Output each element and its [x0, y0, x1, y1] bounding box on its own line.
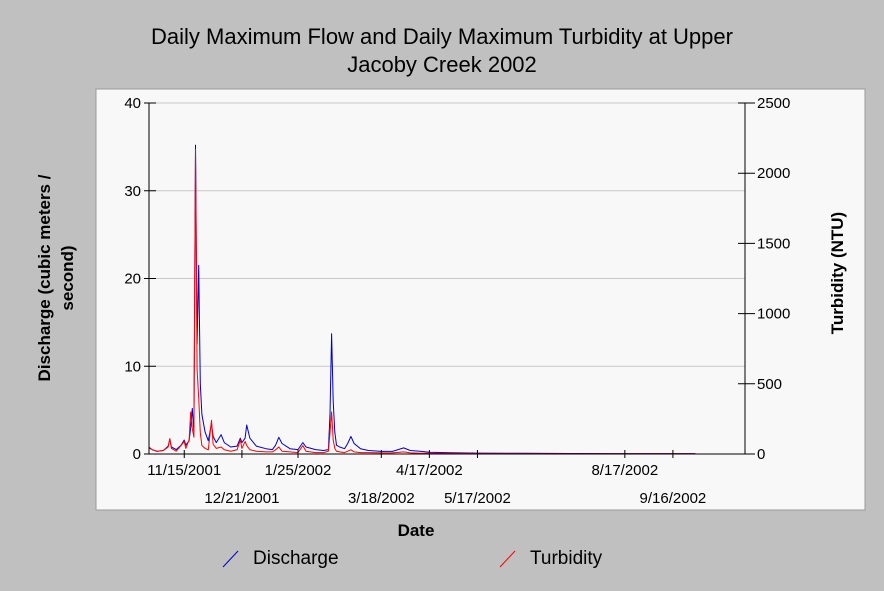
y-axis-left-title-line-1: Discharge (cubic meters /: [35, 174, 54, 381]
y-right-tick-label: 500: [757, 376, 782, 393]
chart-title-line-1: Daily Maximum Flow and Daily Maximum Tur…: [151, 24, 733, 49]
plot-panel: [95, 88, 866, 511]
legend: Discharge Turbidity: [222, 548, 603, 569]
legend-turbidity-swatch: [499, 550, 516, 568]
x-tick-label: 3/18/2002: [348, 490, 415, 507]
y-right-tick-label: 2000: [757, 165, 790, 182]
x-tick-label: 12/21/2001: [204, 490, 279, 507]
y-axis-right-title: Turbidity (NTU): [828, 212, 847, 334]
legend-discharge-label: Discharge: [253, 548, 339, 569]
series-discharge-line: [148, 144, 696, 455]
x-tick-label: 11/15/2001: [147, 462, 221, 479]
x-tick-label: 5/17/2002: [444, 490, 511, 507]
x-tick-label: 4/17/2002: [396, 462, 463, 479]
y-right-tick-label: 2500: [757, 95, 790, 112]
y-axis-left-title-line-2: second): [58, 245, 77, 310]
x-tick-label: 8/17/2002: [591, 462, 658, 479]
y-left-tick-label: 0: [133, 446, 141, 463]
legend-turbidity-label: Turbidity: [530, 548, 603, 569]
y-right-tick-label: 1500: [757, 235, 790, 252]
y-left-tick-label: 20: [124, 271, 141, 288]
y-left-tick-label: 10: [124, 358, 141, 375]
y-left-tick-label: 40: [124, 95, 141, 112]
y-right-tick-label: 1000: [757, 306, 790, 323]
y-left-tick-label: 30: [124, 183, 141, 200]
x-axis-title: Date: [398, 521, 435, 540]
axis-ticks: 0 10 20 30 40 0 500 1000 1500 2000 2500 11/15/2001 1…: [124, 95, 790, 507]
legend-discharge-swatch: [222, 550, 239, 568]
x-tick-label: 1/25/2002: [265, 462, 332, 479]
x-tick-label: 9/16/2002: [640, 490, 707, 507]
series-lines: [148, 144, 696, 455]
chart-title-line-2: Jacoby Creek 2002: [347, 52, 537, 77]
gridlines: [149, 102, 745, 367]
y-right-tick-label: 0: [757, 446, 765, 463]
series-turbidity-line: [148, 148, 696, 455]
